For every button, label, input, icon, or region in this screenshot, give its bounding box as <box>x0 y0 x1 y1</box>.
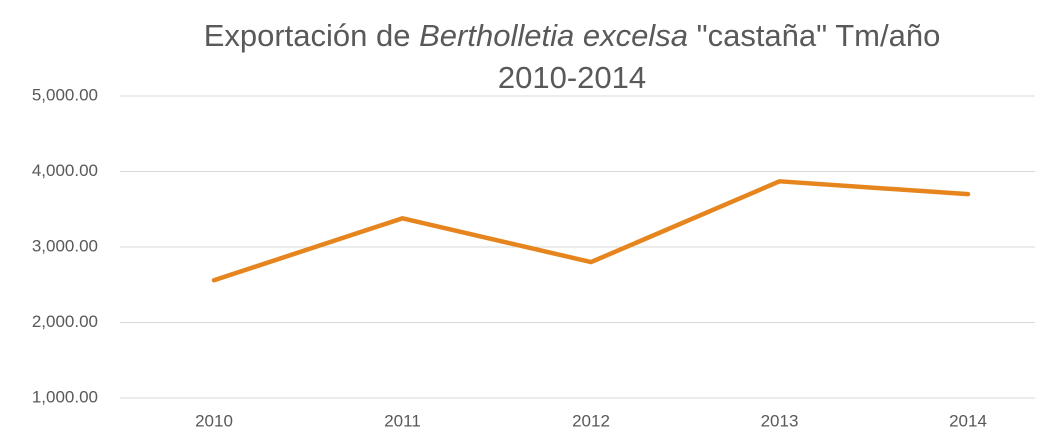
x-tick-label: 2012 <box>572 411 610 430</box>
x-tick-label: 2011 <box>384 411 421 430</box>
y-tick-label: 5,000.00 <box>32 85 98 104</box>
chart-title: Exportación de Bertholletia excelsa "cas… <box>204 18 941 53</box>
chart-title: 2010-2014 <box>498 60 646 95</box>
y-tick-label: 1,000.00 <box>32 387 98 406</box>
x-tick-label: 2014 <box>949 411 987 430</box>
title-part: Bertholletia excelsa <box>419 18 688 53</box>
x-tick-label: 2013 <box>761 411 799 430</box>
y-tick-label: 2,000.00 <box>32 312 98 331</box>
line <box>211 179 971 283</box>
y-tick-label: 3,000.00 <box>32 236 98 255</box>
x-tick-label: 2010 <box>195 411 233 430</box>
y-tick-label: 4,000.00 <box>32 161 98 180</box>
title-part: "castaña" Tm/año <box>697 18 941 53</box>
title-part: Exportación de <box>204 18 411 53</box>
